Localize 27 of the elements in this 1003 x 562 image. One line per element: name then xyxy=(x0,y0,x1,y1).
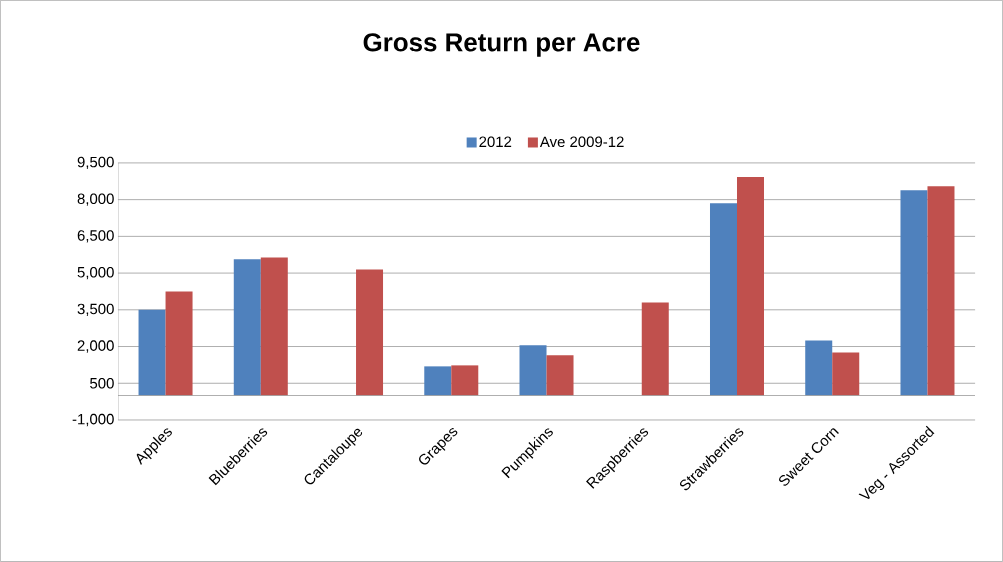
y-tick-label: -1,000 xyxy=(72,413,114,427)
legend-label: 2012 xyxy=(479,136,512,148)
y-tick-label: 3,500 xyxy=(77,303,114,317)
bar xyxy=(900,190,928,396)
y-tick-label: 500 xyxy=(90,378,114,389)
bar xyxy=(260,257,288,396)
bar xyxy=(356,269,384,396)
bar xyxy=(451,365,479,396)
bar xyxy=(519,345,547,396)
y-tick-label: 2,000 xyxy=(77,340,114,353)
y-tick-label: 6,500 xyxy=(77,230,114,243)
bar xyxy=(927,186,955,396)
bar xyxy=(805,340,833,396)
chart-title: Gross Return per Acre xyxy=(363,33,640,57)
bar xyxy=(709,203,737,396)
y-tick-label: 8,000 xyxy=(77,193,114,206)
bar xyxy=(165,291,193,396)
y-tick-label: 9,500 xyxy=(77,156,114,170)
bar xyxy=(424,366,452,396)
bar xyxy=(546,355,574,396)
bar xyxy=(641,302,669,396)
y-tick-label: 5,000 xyxy=(77,266,114,280)
bar xyxy=(138,309,166,396)
bar xyxy=(832,352,860,396)
legend-label: Ave 2009-12 xyxy=(539,136,624,148)
bar xyxy=(737,177,764,396)
bar xyxy=(233,259,261,396)
